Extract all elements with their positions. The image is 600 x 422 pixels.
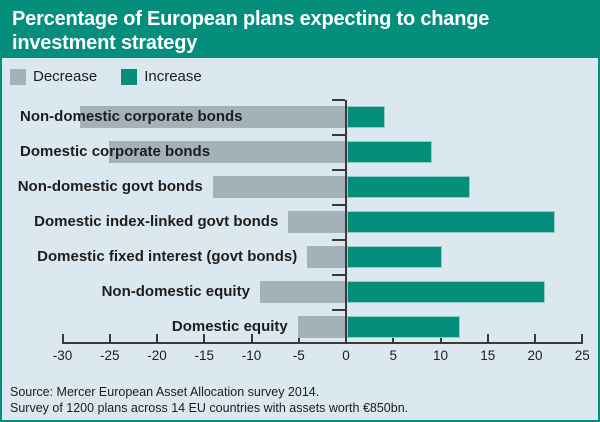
increase-bar [347,106,385,128]
x-axis-tick-label: 25 [574,348,590,363]
category-label: Domestic fixed interest (govt bonds) [37,248,298,265]
x-axis-tick-label: -30 [52,348,73,363]
increase-bar [347,141,433,163]
chart-title-bar: Percentage of European plans expecting t… [2,2,598,58]
x-axis-tick-label: 15 [480,348,496,363]
legend-item-increase: Increase [121,68,202,85]
x-axis-tick-label: 5 [389,348,397,363]
x-axis-tick [581,334,584,342]
x-axis-tick [392,334,395,342]
decrease-bar [80,106,345,128]
decrease-bar [288,211,345,233]
zero-axis-tick [332,274,345,276]
x-axis-tick-label: 0 [342,348,350,363]
x-axis-tick-label: 10 [432,348,449,363]
increase-bar [347,281,546,303]
x-axis-tick-label: -10 [241,348,262,363]
x-axis-tick-label: -25 [99,348,120,363]
x-axis-tick [203,334,206,342]
x-axis-tick-label: -5 [292,348,305,363]
category-label: Domestic equity [171,318,288,335]
zero-axis-tick [332,99,345,101]
decrease-swatch-icon [10,68,26,85]
category-label: Non-domestic govt bonds [17,178,203,195]
increase-bar [347,246,442,268]
increase-swatch-icon [121,68,138,85]
zero-axis-tick [332,204,345,206]
x-axis-tick [534,334,536,342]
x-axis-tick [61,334,64,342]
x-axis-line [61,342,584,344]
decrease-bar [108,141,345,163]
increase-bar [347,176,470,198]
decrease-bar [307,246,345,268]
x-axis-tick [486,334,489,342]
x-axis-tick-label: -20 [147,348,167,363]
x-axis-tick [250,334,253,342]
increase-bar [347,316,461,338]
increase-bar [347,211,555,233]
x-axis-tick [439,334,442,342]
x-axis-tick [156,334,158,342]
decrease-bar [212,176,345,198]
zero-axis-tick [332,309,345,311]
source-line-2: Survey of 1200 plans across 14 EU countr… [10,401,409,415]
decrease-bar [259,281,345,303]
legend: Decrease Increase [10,68,202,85]
category-label: Non-domestic equity [101,283,250,300]
legend-item-decrease: Decrease [10,68,97,85]
zero-axis-tick [332,134,345,136]
source-line-1: Source: Mercer European Asset Allocation… [10,385,320,399]
x-axis-tick [108,334,111,342]
category-label: Domestic index-linked govt bonds [34,213,279,230]
zero-axis-tick [332,239,345,241]
x-axis-tick [297,334,300,342]
decrease-bar [297,316,345,338]
zero-axis-tick [332,169,345,171]
category-label: Non-domestic corporate bonds [20,108,243,125]
x-axis-tick-label: 20 [527,348,543,363]
legend-label: Increase [144,68,202,85]
category-label: Domestic corporate bonds [20,143,211,160]
legend-label: Decrease [33,68,98,85]
x-axis-tick-label: -15 [194,348,214,363]
page-title: Percentage of European plans expecting t… [12,8,490,54]
zero-axis-line [345,100,347,344]
